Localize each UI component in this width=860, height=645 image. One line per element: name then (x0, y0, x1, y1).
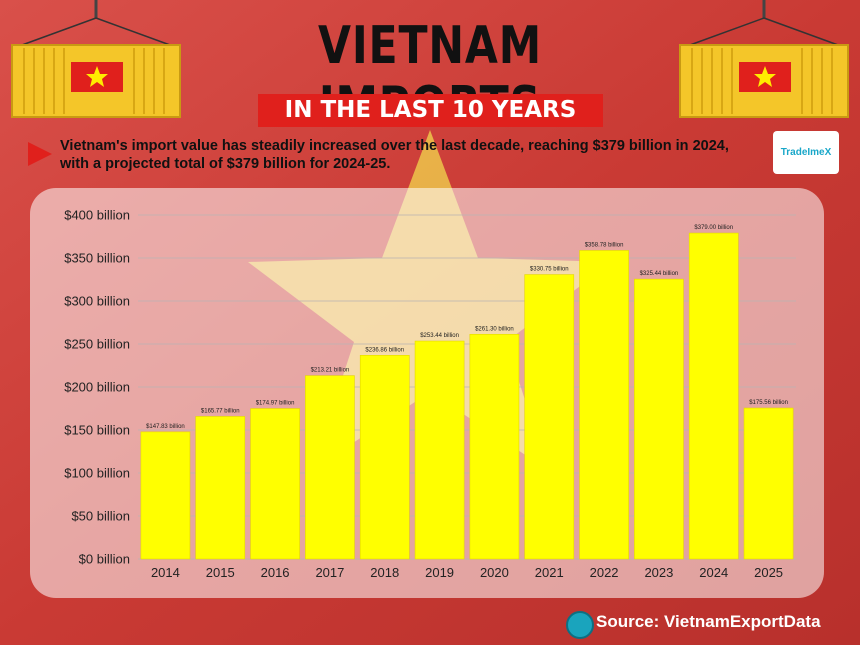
data-label: $174.97 billion (256, 401, 295, 407)
bar (195, 416, 246, 560)
y-tick-label: $50 billion (71, 509, 130, 524)
red-arrow-icon (28, 142, 52, 166)
y-tick-label: $100 billion (64, 466, 130, 481)
data-label: $213.21 billion (311, 368, 350, 374)
data-label: $175.56 billion (749, 400, 788, 406)
bar (634, 278, 684, 560)
x-tick-label: 2018 (370, 565, 399, 580)
y-tick-label: $300 billion (64, 294, 130, 309)
tradeimex-logo: TradeImeX (773, 131, 839, 174)
bar (414, 340, 465, 560)
globe-icon (566, 611, 594, 639)
y-tick-label: $350 billion (64, 251, 130, 266)
y-tick-label: $400 billion (64, 208, 130, 223)
y-tick-label: $250 billion (64, 337, 130, 352)
description-text: Vietnam's import value has steadily incr… (60, 138, 729, 172)
bar (524, 274, 575, 560)
x-tick-label: 2021 (535, 565, 564, 580)
logo-text: TradeImeX (780, 147, 832, 158)
bar (140, 431, 191, 560)
x-tick-label: 2020 (480, 565, 509, 580)
x-tick-label: 2015 (206, 565, 235, 580)
x-tick-label: 2023 (644, 565, 673, 580)
bar (305, 375, 355, 560)
cargo-container-left (11, 0, 181, 118)
x-tick-label: 2022 (590, 565, 619, 580)
x-tick-label: 2019 (425, 565, 454, 580)
data-label: $358.78 billion (585, 242, 624, 248)
data-label: $236.86 billion (365, 347, 404, 353)
bar (359, 355, 410, 560)
bar (743, 407, 794, 560)
x-tick-label: 2025 (754, 565, 783, 580)
y-tick-label: $200 billion (64, 380, 130, 395)
bar (469, 333, 520, 560)
data-label: $165.77 billion (201, 408, 240, 414)
data-label: $379.00 billion (694, 225, 733, 231)
data-label: $325.44 billion (640, 271, 679, 277)
data-label: $253.44 billion (420, 333, 459, 339)
x-tick-label: 2024 (699, 565, 728, 580)
bar (250, 408, 300, 560)
data-label: $261.30 billion (475, 326, 514, 332)
x-tick-label: 2016 (261, 565, 290, 580)
x-tick-label: 2017 (315, 565, 344, 580)
x-tick-label: 2014 (151, 565, 180, 580)
page-subtitle: IN THE LAST 10 YEARS (258, 94, 603, 127)
bar (579, 250, 629, 560)
y-tick-label: $150 billion (64, 423, 130, 438)
data-label: $147.83 billion (146, 424, 185, 430)
source-text: Source: VietnamExportData (596, 612, 821, 631)
cargo-container-right (679, 0, 849, 118)
data-label: $330.75 billion (530, 267, 569, 273)
bar (688, 232, 739, 560)
y-tick-label: $0 billion (79, 552, 130, 567)
